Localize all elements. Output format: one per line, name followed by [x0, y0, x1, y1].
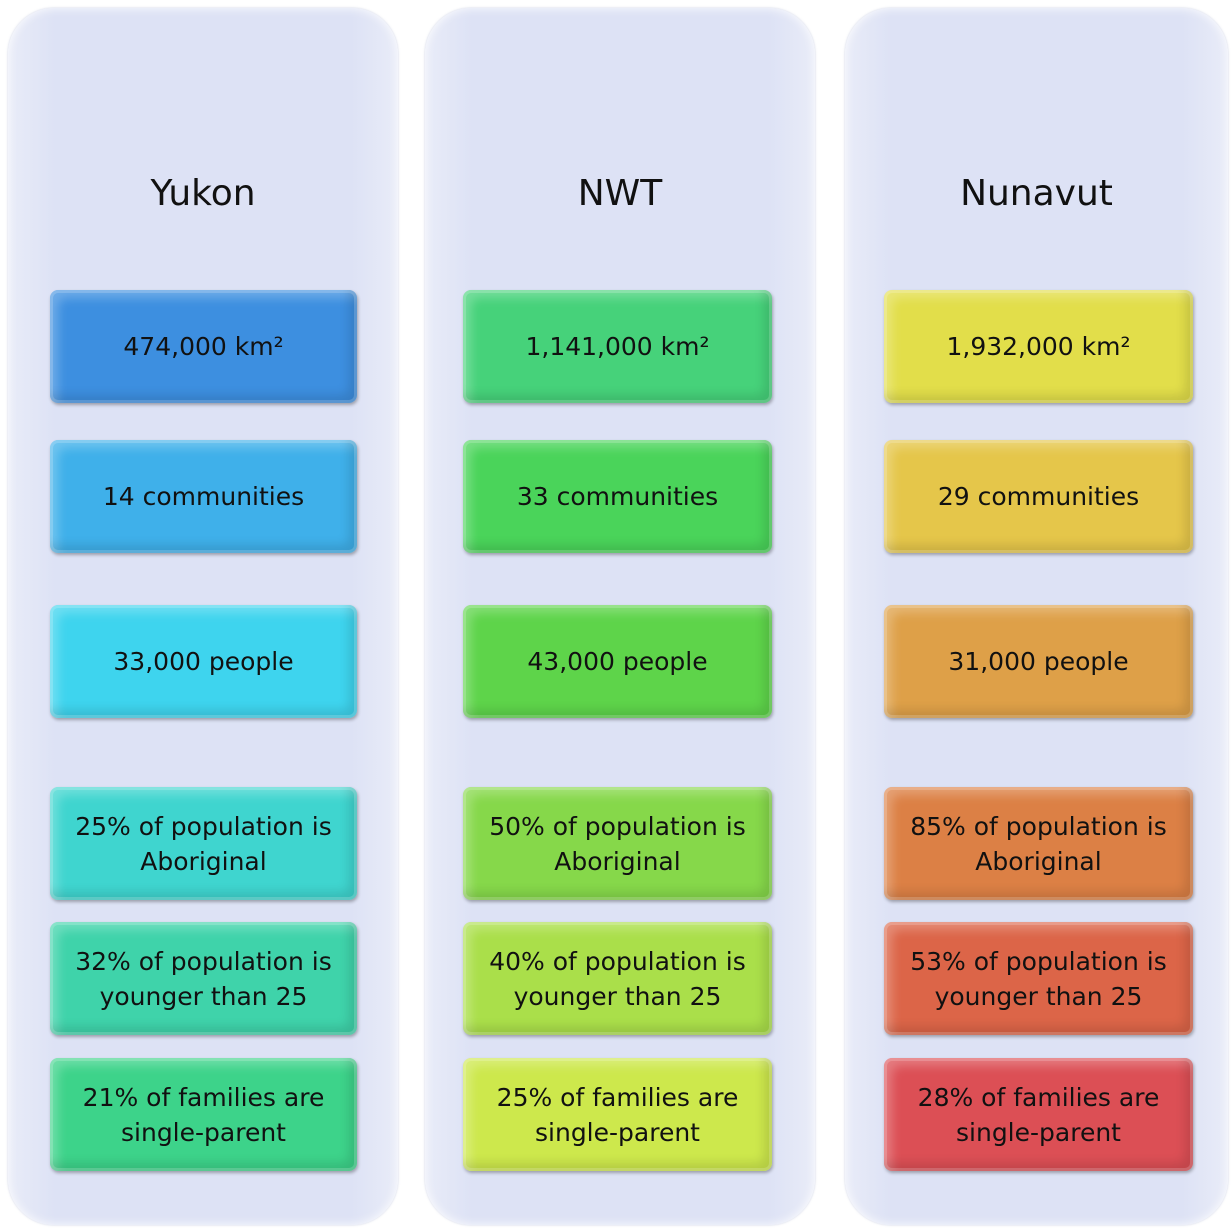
column-title: NWT [577, 173, 663, 214]
stat-text: 33,000 people [113, 647, 294, 676]
stat-box: 25% of population is Aboriginal [50, 787, 357, 900]
stat-text: younger than 25 [934, 981, 1143, 1011]
stat-box: 474,000 km² [50, 290, 357, 403]
stat-text: single-parent [535, 1117, 700, 1147]
column-title: Yukon [150, 173, 256, 214]
stat-box: 31,000 people [884, 605, 1193, 718]
stat-box: 53% of population is younger than 25 [884, 922, 1193, 1035]
stat-text: 25% of population is [75, 811, 332, 841]
stat-box: 14 communities [50, 440, 357, 553]
stat-box: 85% of population is Aboriginal [884, 787, 1193, 900]
stat-text: 25% of families are [496, 1082, 739, 1112]
stat-text: 1,932,000 km² [946, 332, 1131, 361]
stat-box: 28% of families are single-parent [884, 1058, 1193, 1171]
stat-box: 40% of population is younger than 25 [463, 922, 772, 1035]
stat-text: younger than 25 [99, 981, 308, 1011]
stat-text: 29 communities [937, 482, 1140, 511]
stat-text: 31,000 people [948, 647, 1129, 676]
stat-box: 21% of families are single-parent [50, 1058, 357, 1171]
stat-text: 21% of families are [82, 1082, 325, 1112]
stat-box: 43,000 people [463, 605, 772, 718]
stat-text: 40% of population is [489, 946, 746, 976]
stat-text: 32% of population is [75, 946, 332, 976]
stat-text: single-parent [121, 1117, 286, 1147]
column-panel: Nunavut 1,932,000 km² 29 communities 31,000… [845, 8, 1228, 1225]
stat-box: 33,000 people [50, 605, 357, 718]
stat-text: 43,000 people [527, 647, 708, 676]
column-panel: Yukon 474,000 km² 14 communities 33,000 peo… [8, 8, 398, 1225]
stat-text: 53% of population is [910, 946, 1167, 976]
stat-box: 50% of population is Aboriginal [463, 787, 772, 900]
stat-box: 33 communities [463, 440, 772, 553]
stat-text: 1,141,000 km² [525, 332, 710, 361]
stat-text: Aboriginal [140, 846, 267, 876]
stat-text: Aboriginal [554, 846, 681, 876]
stat-text: Aboriginal [975, 846, 1102, 876]
stat-box: 1,141,000 km² [463, 290, 772, 403]
stat-text: younger than 25 [513, 981, 722, 1011]
stat-text: 14 communities [102, 482, 305, 511]
stat-text: single-parent [956, 1117, 1121, 1147]
column-title: Nunavut [960, 173, 1113, 214]
stat-box: 25% of families are single-parent [463, 1058, 772, 1171]
stat-text: 474,000 km² [123, 332, 284, 361]
stat-text: 85% of population is [910, 811, 1167, 841]
stat-text: 33 communities [516, 482, 719, 511]
stat-box: 1,932,000 km² [884, 290, 1193, 403]
stat-box: 29 communities [884, 440, 1193, 553]
stat-text: 28% of families are [917, 1082, 1160, 1112]
stat-text: 50% of population is [489, 811, 746, 841]
stat-box: 32% of population is younger than 25 [50, 922, 357, 1035]
column-panel: NWT 1,141,000 km² 33 communities 43,000 peo… [425, 8, 815, 1225]
